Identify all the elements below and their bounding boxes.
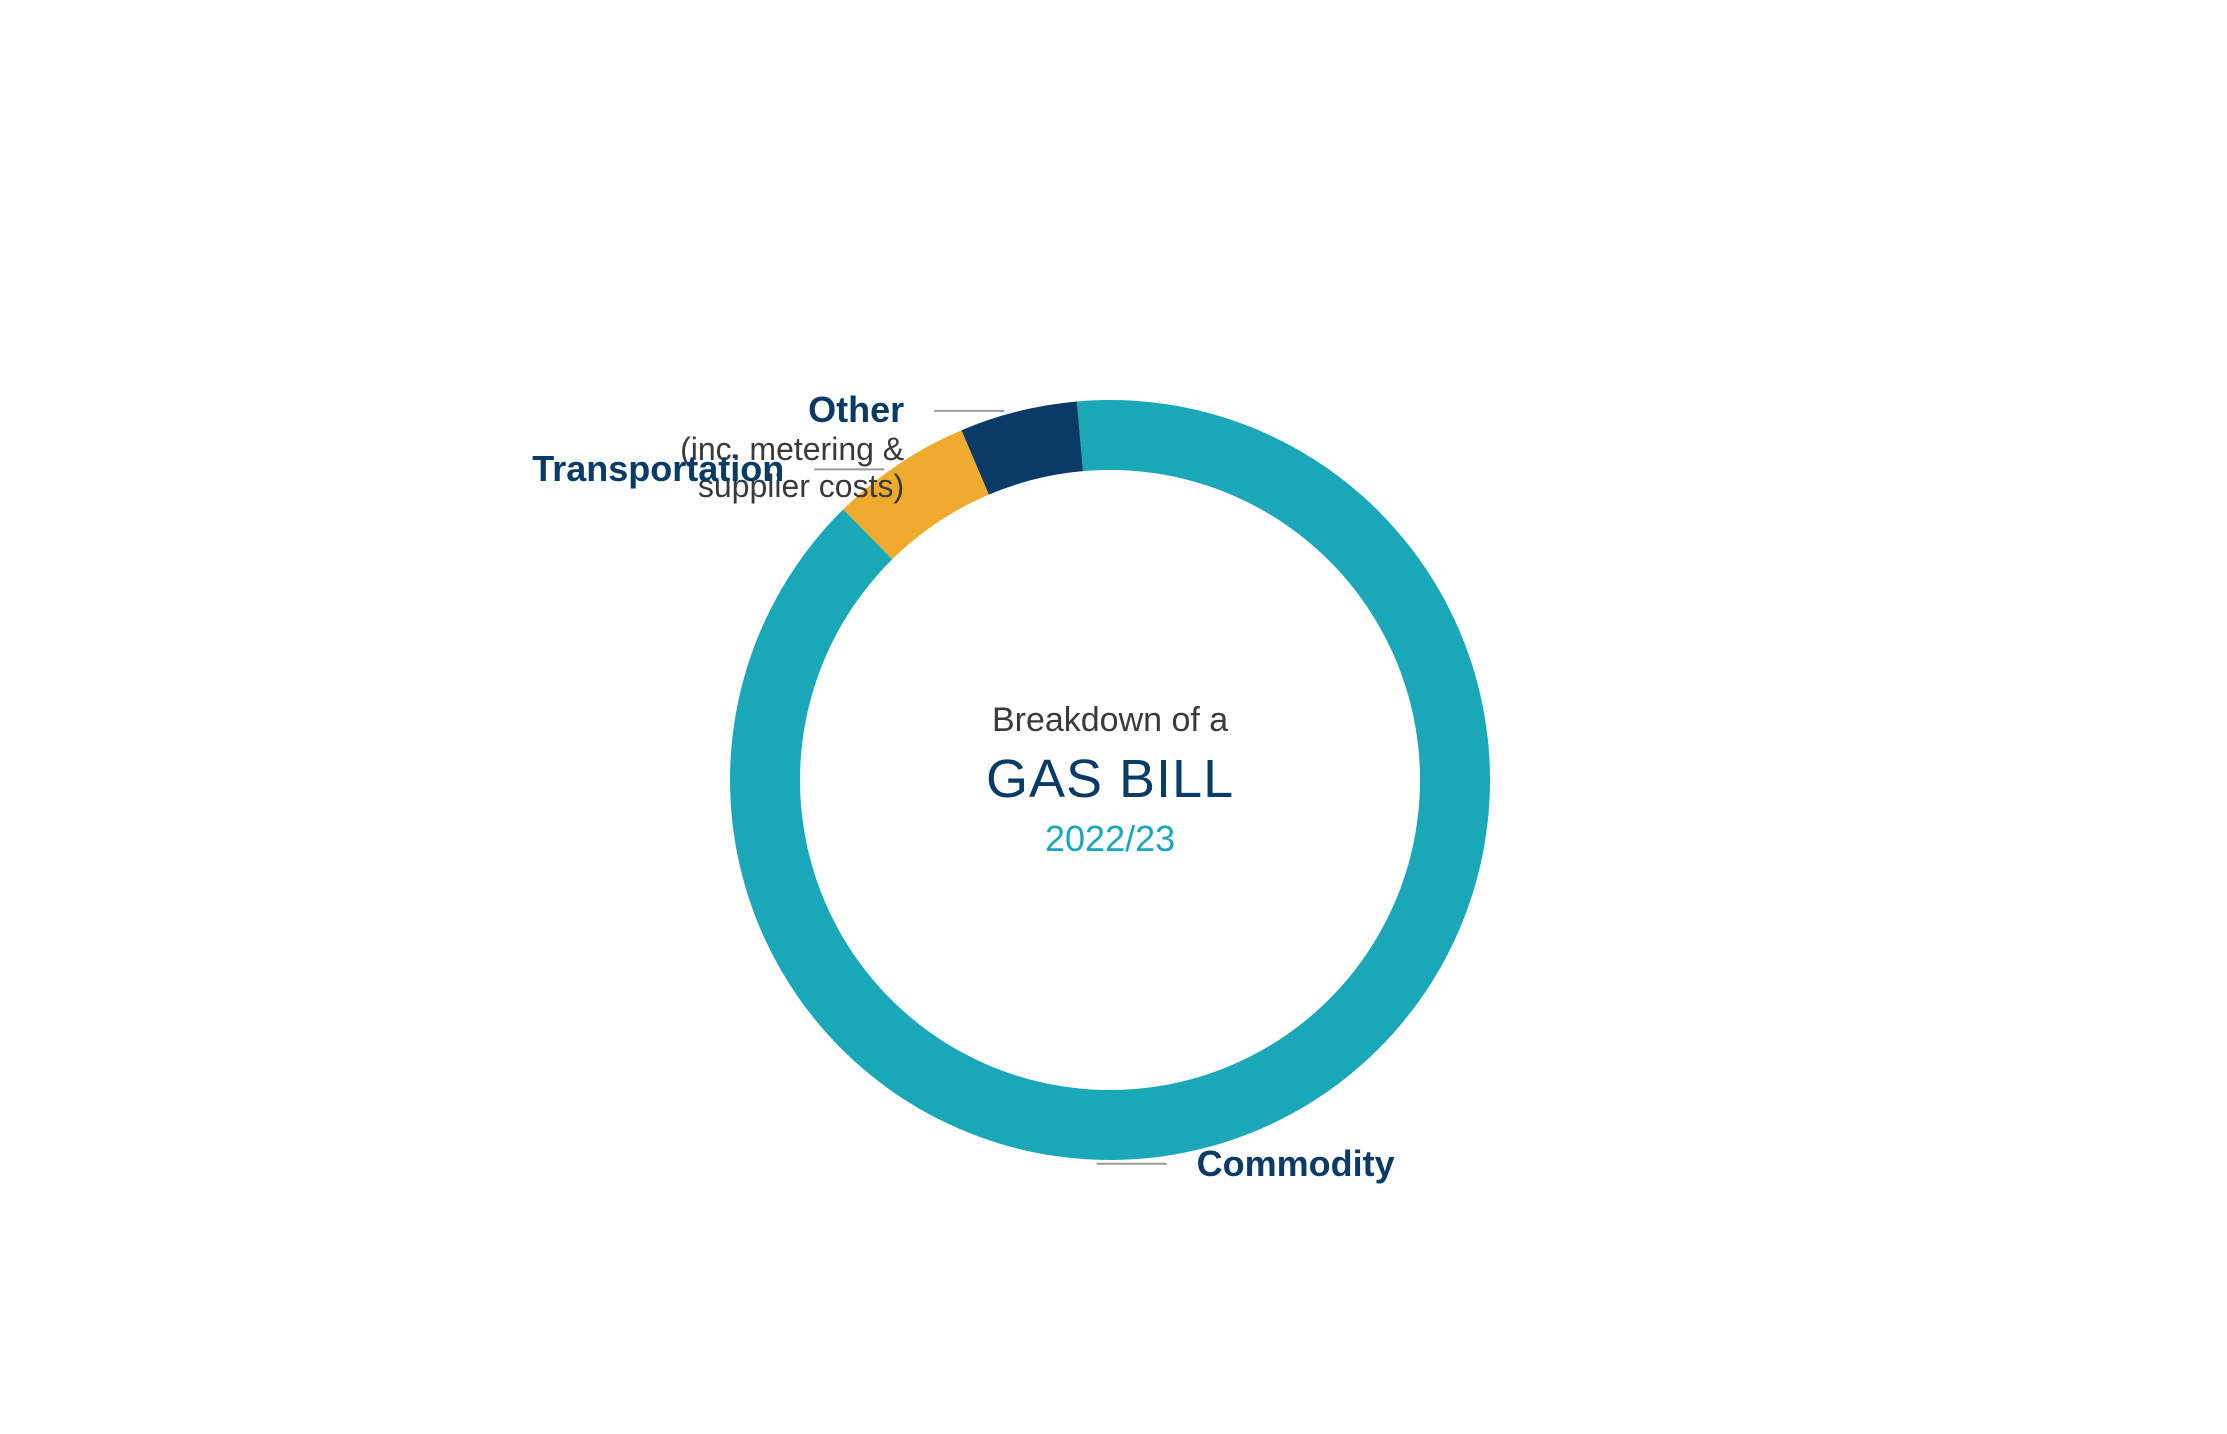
segment-commodity <box>730 400 1490 1160</box>
label-transportation-text: Transportation <box>532 448 784 490</box>
donut-chart <box>0 0 2227 1434</box>
label-other-text: Other <box>680 389 904 431</box>
label-commodity: Commodity <box>1197 1143 1395 1185</box>
label-commodity-text: Commodity <box>1197 1143 1395 1185</box>
chart-stage: Breakdown of a GAS BILL 2022/23 Commodit… <box>0 0 2227 1434</box>
label-transportation: Transportation <box>532 448 784 490</box>
